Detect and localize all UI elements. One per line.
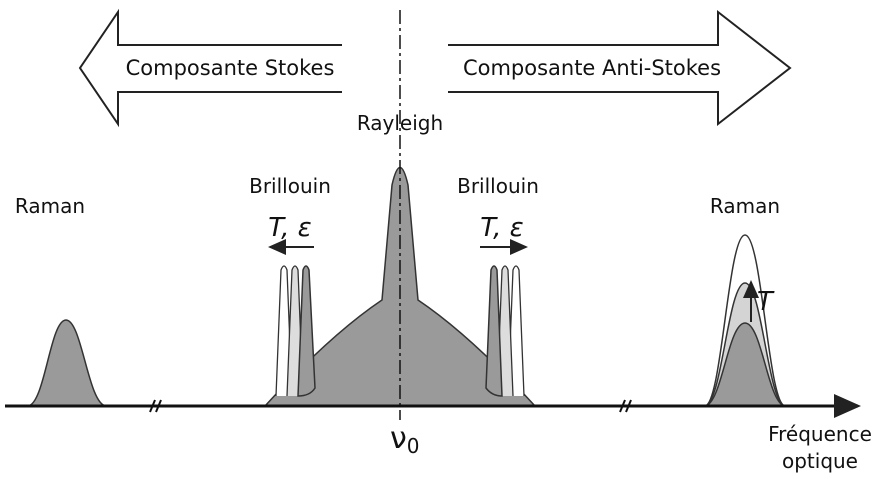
nu-symbol: ν xyxy=(390,421,407,456)
shift-label: T xyxy=(757,287,775,317)
brillouin-label: Brillouin xyxy=(457,174,539,198)
anti-stokes-arrow xyxy=(448,9,792,127)
raman-label: Raman xyxy=(15,194,85,218)
brillouin-peak xyxy=(485,265,503,397)
rayleigh-label: Rayleigh xyxy=(357,111,443,135)
axis-label: optique xyxy=(782,449,858,473)
axis-break xyxy=(149,399,632,413)
anti-stokes-label: Composante Anti-Stokes xyxy=(463,56,721,80)
raman-peak xyxy=(27,319,107,407)
shift-label: T, ε xyxy=(268,213,311,243)
axis-label: Fréquence xyxy=(768,422,872,446)
raman-peak xyxy=(704,322,786,407)
stokes-label: Composante Stokes xyxy=(126,56,335,80)
stokes-arrow xyxy=(78,8,342,128)
shift-label: T, ε xyxy=(480,213,523,243)
nu-subscript: 0 xyxy=(407,434,420,458)
brillouin-peak xyxy=(297,265,316,397)
center-frequency: ν0 xyxy=(390,421,420,458)
brillouin-label: Brillouin xyxy=(249,174,331,198)
raman-label: Raman xyxy=(710,194,780,218)
